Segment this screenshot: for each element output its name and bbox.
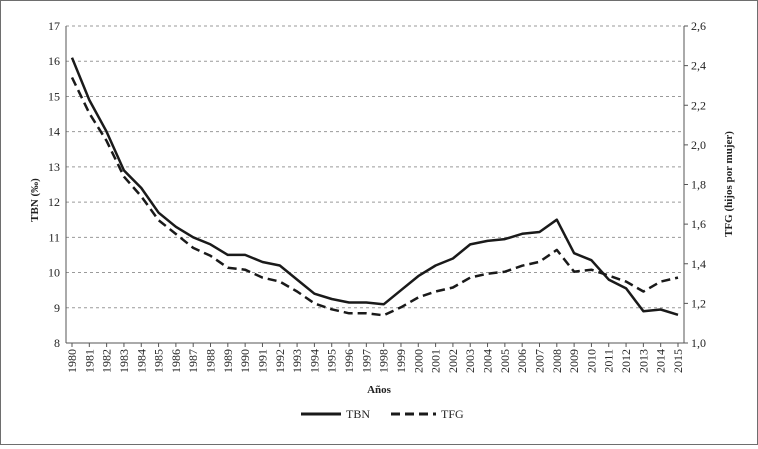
x-tick-label: 2003 (463, 349, 477, 373)
x-tick-label: 2014 (654, 349, 668, 373)
x-tick-label: 1995 (325, 349, 339, 373)
x-tick-label: 2005 (498, 349, 512, 373)
x-tick-label: 2015 (671, 349, 685, 373)
left-y-tick-label: 11 (48, 230, 60, 244)
legend-label-tbn: TBN (346, 407, 370, 421)
left-y-axis-title: TBN (‰) (29, 178, 41, 222)
axis-layer (65, 25, 688, 347)
x-tick-label: 1987 (186, 349, 200, 373)
left-y-tick-label: 13 (48, 160, 60, 174)
x-tick-label: 1988 (204, 349, 218, 373)
right-y-tick-label: 1,4 (691, 257, 706, 271)
x-tick-label: 1996 (342, 349, 356, 373)
left-y-tick-label: 9 (54, 301, 60, 315)
x-tick-label: 1980 (65, 349, 79, 373)
left-y-tick-label: 8 (54, 336, 60, 350)
right-y-tick-label: 2,6 (691, 19, 706, 33)
series-layer (70, 57, 679, 317)
right-y-tick-label: 1,2 (691, 296, 706, 310)
x-tick-label: 2000 (411, 349, 425, 373)
right-y-tick-label: 2,0 (691, 138, 706, 152)
x-tick-label: 2013 (636, 349, 650, 373)
left-y-tick-label: 15 (48, 89, 60, 103)
left-y-tick-label: 17 (48, 19, 60, 33)
series-line-tbn (70, 57, 679, 316)
x-tick-label: 2002 (446, 349, 460, 373)
series-line-tfg (70, 76, 679, 317)
right-y-tick-label: 1,6 (691, 217, 706, 231)
x-tick-label: 2011 (602, 349, 616, 373)
right-y-tick-label: 2,4 (691, 59, 706, 73)
x-tick-label: 1993 (290, 349, 304, 373)
label-layer: 8 9 10 11 12 13 14 15 16 17 1,0 1,2 1,4 1,6 1,8 2,0 2,2 2… (48, 19, 706, 373)
x-tick-label: 1983 (117, 349, 131, 373)
x-tick-label: 1986 (169, 349, 183, 373)
x-tick-label: 1990 (238, 349, 252, 373)
right-y-tick-label: 1,0 (691, 336, 706, 350)
x-tick-label: 2001 (429, 349, 443, 373)
right-y-tick-label: 1,8 (691, 178, 706, 192)
x-tick-label: 2007 (532, 349, 546, 373)
left-y-tick-label: 14 (48, 125, 60, 139)
left-y-tick-label: 16 (48, 54, 60, 68)
right-y-axis-title: TFG (hijos por mujer) (723, 131, 735, 237)
x-tick-label: 2012 (619, 349, 633, 373)
x-tick-label: 1984 (134, 349, 148, 373)
legend: TBN TFG (301, 407, 464, 421)
legend-label-tfg: TFG (441, 407, 464, 421)
x-tick-label: 2004 (481, 349, 495, 373)
left-y-tick-label: 10 (48, 266, 60, 280)
x-tick-label: 2010 (584, 349, 598, 373)
x-tick-label: 2008 (550, 349, 564, 373)
x-tick-label: 1985 (152, 349, 166, 373)
x-tick-label: 1997 (359, 349, 373, 373)
x-tick-label: 2009 (567, 349, 581, 373)
x-tick-label: 1992 (273, 349, 287, 373)
x-tick-label: 2006 (515, 349, 529, 373)
left-y-tick-label: 12 (48, 195, 60, 209)
x-tick-label: 1998 (377, 349, 391, 373)
x-tick-label: 1991 (255, 349, 269, 373)
x-tick-label: 1994 (307, 349, 321, 373)
right-y-tick-label: 2,2 (691, 98, 706, 112)
x-axis-title: Años (367, 384, 392, 396)
x-tick-label: 1981 (82, 349, 96, 373)
grid-layer (66, 25, 684, 309)
x-tick-label: 1999 (394, 349, 408, 373)
x-tick-label: 1982 (100, 349, 114, 373)
x-tick-label: 1989 (221, 349, 235, 373)
